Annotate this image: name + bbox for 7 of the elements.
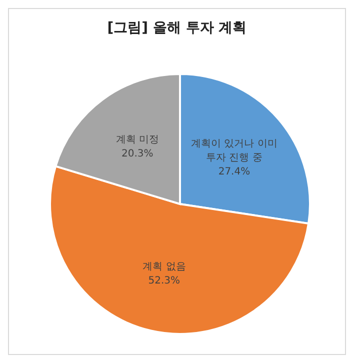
slice-label: 계획 없음 <box>142 261 186 272</box>
data-label: 52.3% <box>148 275 180 286</box>
slice-label: 계획 미정 <box>116 134 160 146</box>
chart-title: [그림] 올해 투자 계획 <box>106 19 248 38</box>
slice-label: 계획이 있거나 이미 투자 진행 중 <box>191 138 278 163</box>
data-label: 20.3% <box>122 148 154 160</box>
data-label: 27.4% <box>218 166 250 177</box>
